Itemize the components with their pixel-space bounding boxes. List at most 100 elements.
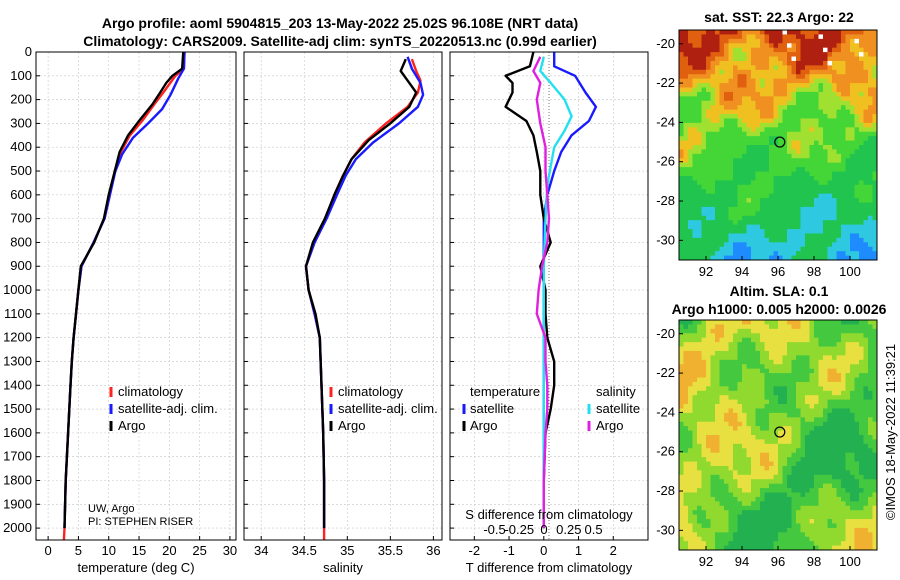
map-cell: [845, 34, 851, 40]
map-cell: [760, 364, 765, 370]
map-cell: [701, 251, 707, 256]
map-cell: [814, 536, 819, 542]
map-cell: [863, 83, 869, 88]
map-cell: [760, 337, 765, 343]
map-cell: [791, 510, 797, 516]
map-cell: [823, 175, 828, 181]
map-cell: [683, 105, 689, 111]
map-cell: [688, 346, 693, 352]
map-cell: [782, 359, 788, 365]
map-cell: [868, 536, 873, 542]
map-lon-tick-label: 98: [807, 554, 821, 569]
map-cell: [814, 368, 819, 374]
map-cell: [724, 105, 729, 111]
map-cell: [746, 255, 752, 261]
map-cell: [737, 417, 743, 423]
map-cell: [818, 421, 824, 427]
map-cell: [755, 140, 761, 146]
map-cell: [751, 417, 756, 423]
map-cell: [800, 91, 806, 97]
map-cell: [724, 527, 729, 533]
map-cell: [782, 465, 788, 471]
map-cell: [706, 510, 711, 516]
map-cell: [796, 452, 801, 458]
map-cell: [827, 337, 833, 343]
map-cell: [854, 158, 860, 164]
map-cell: [782, 443, 788, 449]
map-cell: [773, 501, 779, 507]
map-cell: [818, 162, 824, 168]
map-cell: [823, 328, 828, 334]
map-cell: [868, 545, 873, 551]
depth-tick-label: 1700: [3, 449, 32, 464]
map-cell: [805, 448, 810, 454]
salinity-panel: 34 34.5 35 35.5 36 salinity climatology sate…: [243, 51, 443, 575]
map-cell: [814, 448, 819, 454]
map-cell: [751, 355, 756, 361]
map-cell: [733, 246, 738, 252]
map-cell: [863, 167, 869, 172]
map-cell: [751, 479, 756, 485]
map-cell: [724, 417, 729, 423]
map-cell: [692, 96, 698, 102]
map-cell: [683, 198, 689, 203]
map-cell: [710, 519, 716, 524]
temperature-xlabel: temperature (deg C): [77, 560, 194, 575]
map-cell: [728, 255, 734, 261]
map-cell: [764, 224, 770, 230]
map-cell: [688, 242, 693, 248]
map-cell: [751, 470, 756, 476]
map-cell: [872, 404, 878, 409]
map-cell: [809, 359, 815, 365]
map-cell: [823, 324, 828, 330]
map-cell: [760, 430, 765, 436]
map-cell: [688, 536, 693, 542]
map-cell: [688, 359, 693, 365]
map-cell: [679, 52, 684, 57]
map-cell: [688, 233, 693, 239]
map-cell: [769, 443, 774, 449]
map-cell: [769, 435, 774, 440]
map-cell: [854, 541, 860, 546]
map-cell: [688, 421, 693, 427]
map-cell: [872, 34, 878, 40]
map-cell: [850, 404, 855, 409]
map-cell: [854, 457, 860, 462]
map-cell: [778, 78, 783, 84]
map-cell: [818, 328, 824, 334]
map-cell: [787, 131, 792, 137]
map-cell: [787, 47, 792, 53]
map-cell: [692, 381, 698, 387]
map-cell: [805, 408, 810, 414]
map-cell: [764, 320, 770, 325]
map-cell: [773, 198, 779, 203]
map-cell: [778, 342, 783, 347]
map-cell: [778, 65, 783, 71]
map-cell: [683, 532, 689, 538]
map-cell: [715, 74, 720, 80]
map-cell: [688, 56, 693, 62]
map-cell: [769, 488, 774, 493]
map-cell: [868, 527, 873, 533]
series-line-argo: [63, 51, 185, 529]
map-cell: [836, 136, 842, 141]
map-cell: [782, 395, 788, 401]
map-cell: [697, 47, 702, 53]
map-cell: [791, 30, 797, 35]
map-cell: [697, 320, 702, 325]
map-cell: [868, 193, 873, 199]
map-cell: [764, 38, 770, 44]
map-cell: [868, 412, 873, 418]
map-cell: [706, 492, 711, 498]
map-cell: [836, 251, 842, 256]
map-cell: [800, 395, 806, 401]
map-cell: [850, 373, 855, 378]
map-cell: [683, 426, 689, 431]
map-cell: [683, 373, 689, 378]
map-cell: [796, 435, 801, 440]
map-cell: [764, 78, 770, 84]
map-cell: [692, 435, 698, 440]
map-cell: [845, 87, 851, 93]
map-cell: [850, 492, 855, 498]
map-cell: [755, 412, 761, 418]
